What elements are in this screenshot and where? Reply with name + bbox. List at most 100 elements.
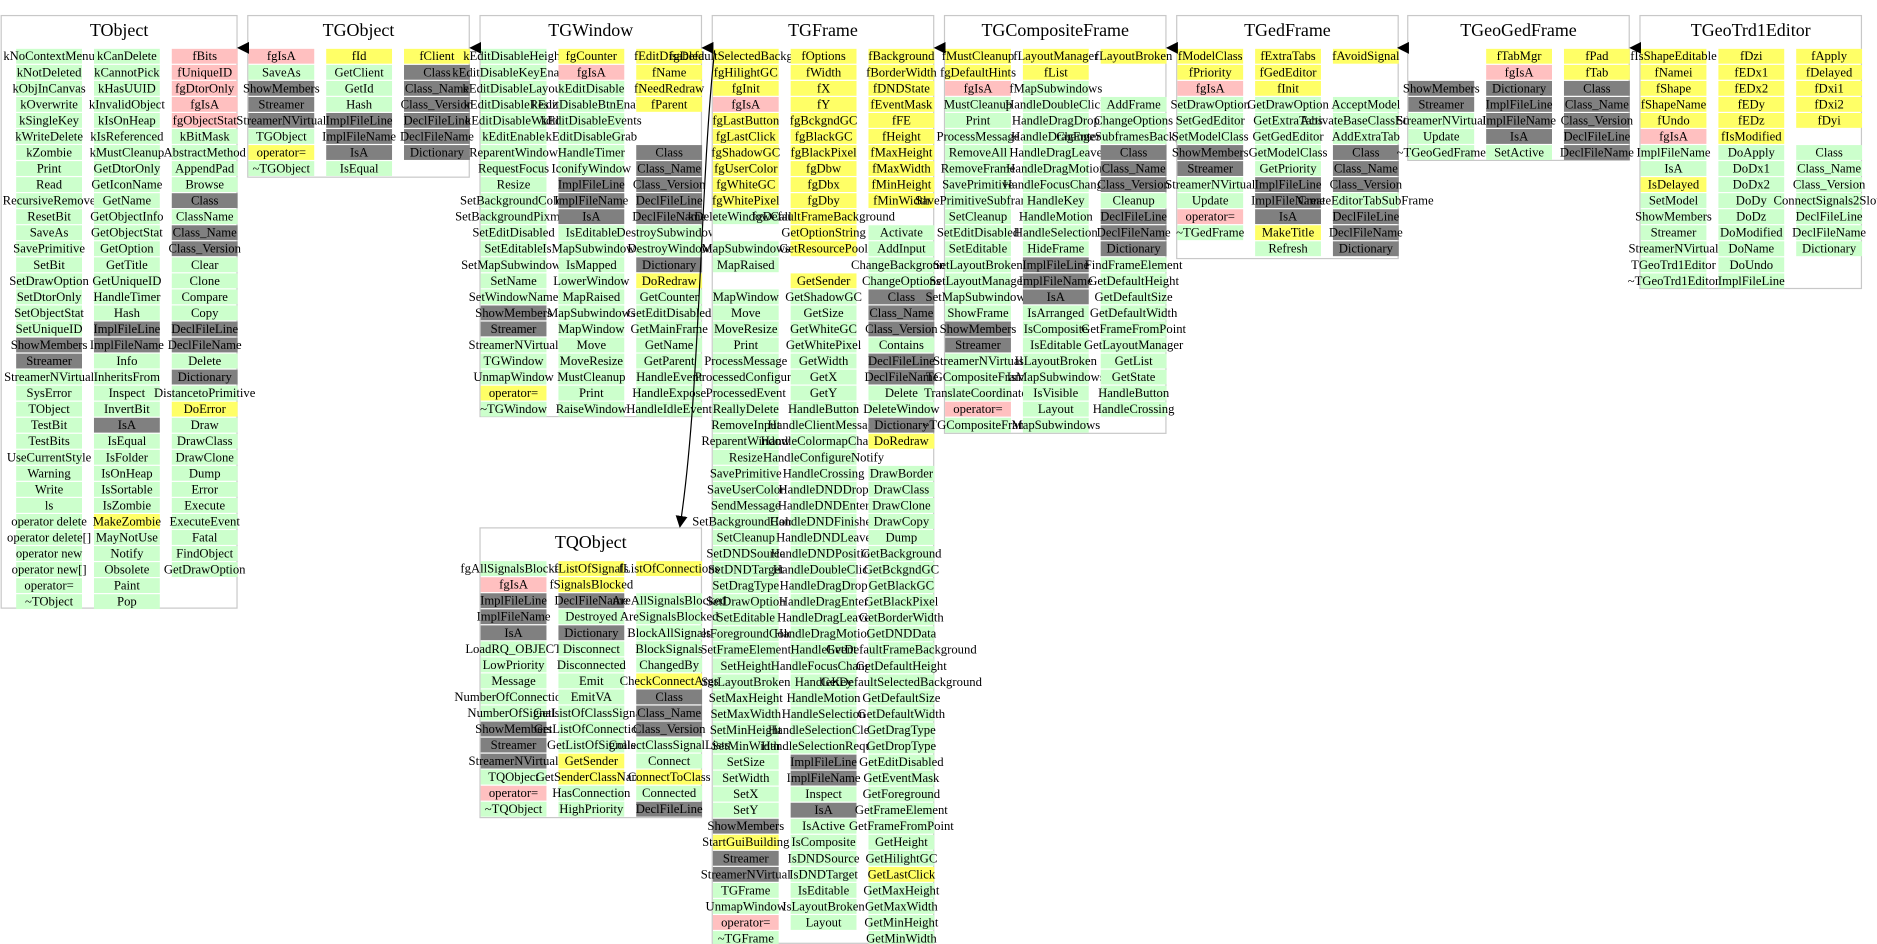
member-cell [712, 626, 779, 642]
member-cell [712, 193, 779, 209]
member-label: ~TGWindow [480, 402, 548, 416]
member-label: HandleKey [1027, 194, 1085, 208]
member-cell [790, 690, 857, 706]
member-cell [868, 225, 935, 241]
member-cell [1177, 193, 1244, 209]
member-cell [480, 705, 547, 721]
member-label: ResetBit [27, 210, 71, 224]
member-label: SetMinHeight [710, 723, 782, 737]
member-cell [636, 289, 703, 305]
member-cell [558, 209, 625, 225]
member-label: GetDefaultHeight [1088, 274, 1179, 288]
member-label: GetEditDisabled [859, 755, 944, 769]
member-cell [790, 145, 857, 160]
member-cell [480, 369, 547, 385]
member-cell [404, 129, 470, 144]
member-cell [868, 353, 935, 369]
member-cell [868, 305, 935, 321]
member-label: Emit [579, 674, 604, 688]
class-title: TGeoGedFrame [1460, 20, 1577, 40]
member-cell [1796, 177, 1863, 193]
member-cell [636, 737, 703, 753]
member-cell [790, 898, 857, 914]
member-cell [93, 273, 160, 289]
member-label: Move [731, 306, 761, 320]
member-cell [868, 401, 935, 417]
member-cell [636, 785, 703, 801]
member-label: fDelayed [1806, 65, 1853, 79]
member-cell [790, 497, 857, 513]
member-cell [712, 834, 779, 850]
member-label: SetBit [33, 258, 65, 272]
member-label: ImplFileName [554, 194, 628, 208]
member-cell [945, 369, 1011, 385]
member-label: Dump [886, 530, 918, 544]
member-label: GetMinHeight [864, 915, 938, 929]
member-label: FindFrameElement [1085, 258, 1183, 272]
member-label: SetDrawOption [1170, 97, 1250, 111]
member-cell [558, 641, 625, 657]
member-label: SysError [27, 386, 73, 400]
member-label: Class [1352, 146, 1380, 160]
member-label: IsA [1279, 210, 1298, 224]
member-cell [790, 449, 857, 465]
member-label: Streamer [723, 851, 770, 865]
member-cell [868, 481, 935, 497]
member-cell [868, 642, 935, 658]
member-label: fIsModified [1721, 129, 1782, 143]
member-cell [1022, 337, 1089, 353]
member-cell [636, 177, 703, 193]
member-label: DeclFileLine [403, 113, 470, 127]
member-label: ProcessMessage [936, 129, 1019, 143]
member-label: IsMapped [566, 258, 617, 272]
member-cell [480, 561, 547, 577]
member-cell [945, 145, 1011, 160]
member-label: kEditDisable [558, 81, 625, 95]
member-label: SaveAs [30, 226, 69, 240]
member-label: HandleCrossing [783, 466, 865, 480]
member-label: HandleCrossing [1093, 402, 1175, 416]
member-cell [1563, 129, 1630, 144]
member-label: NumberOfSignals [467, 706, 559, 720]
member-label: DeclFileLine [1563, 129, 1630, 143]
member-label: fAvoidSignal [1332, 49, 1400, 63]
member-label: IsEqual [108, 434, 147, 448]
member-cell [171, 449, 238, 465]
member-cell [790, 481, 857, 497]
member-cell [480, 177, 547, 193]
member-label: SendMessage [711, 498, 781, 512]
member-label: DrawBorder [870, 466, 934, 480]
member-label: GetDragType [867, 723, 936, 737]
member-cell [16, 48, 82, 64]
member-cell [945, 257, 1011, 273]
member-label: DestroyWindow [628, 242, 712, 256]
member-cell [712, 850, 779, 866]
member-label: kIsOnHeap [98, 113, 156, 127]
member-label: CheckConnectArgs [620, 674, 719, 688]
member-label: HandleSelectionRequest [761, 739, 886, 753]
member-cell [1100, 225, 1167, 241]
member-label: GetTitle [106, 258, 148, 272]
member-label: SetDragType [712, 579, 779, 593]
member-cell [404, 48, 470, 64]
member-label: Inspect [805, 787, 842, 801]
member-label: DrawClone [872, 498, 931, 512]
member-cell [16, 562, 82, 577]
member-label: fgCounter [566, 49, 618, 63]
member-label: fUniqueID [177, 65, 232, 79]
member-label: fParent [651, 97, 688, 111]
member-label: Class_Version [401, 97, 474, 111]
member-label: RequestFocus [478, 162, 549, 176]
member-label: IsEditable [566, 226, 618, 240]
member-cell [558, 801, 625, 817]
member-cell [558, 64, 625, 80]
member-cell [326, 64, 393, 80]
member-cell [868, 770, 935, 786]
member-cell [868, 658, 935, 674]
member-label: GetMainFrame [630, 322, 708, 336]
member-cell [93, 481, 160, 497]
member-label: MoveResize [714, 322, 778, 336]
member-label: kEditDisableEvents [541, 113, 642, 127]
class-box: TGWindow kEditDisableHeight kEditDisableKe… [452, 14, 722, 418]
member-cell [790, 48, 857, 64]
